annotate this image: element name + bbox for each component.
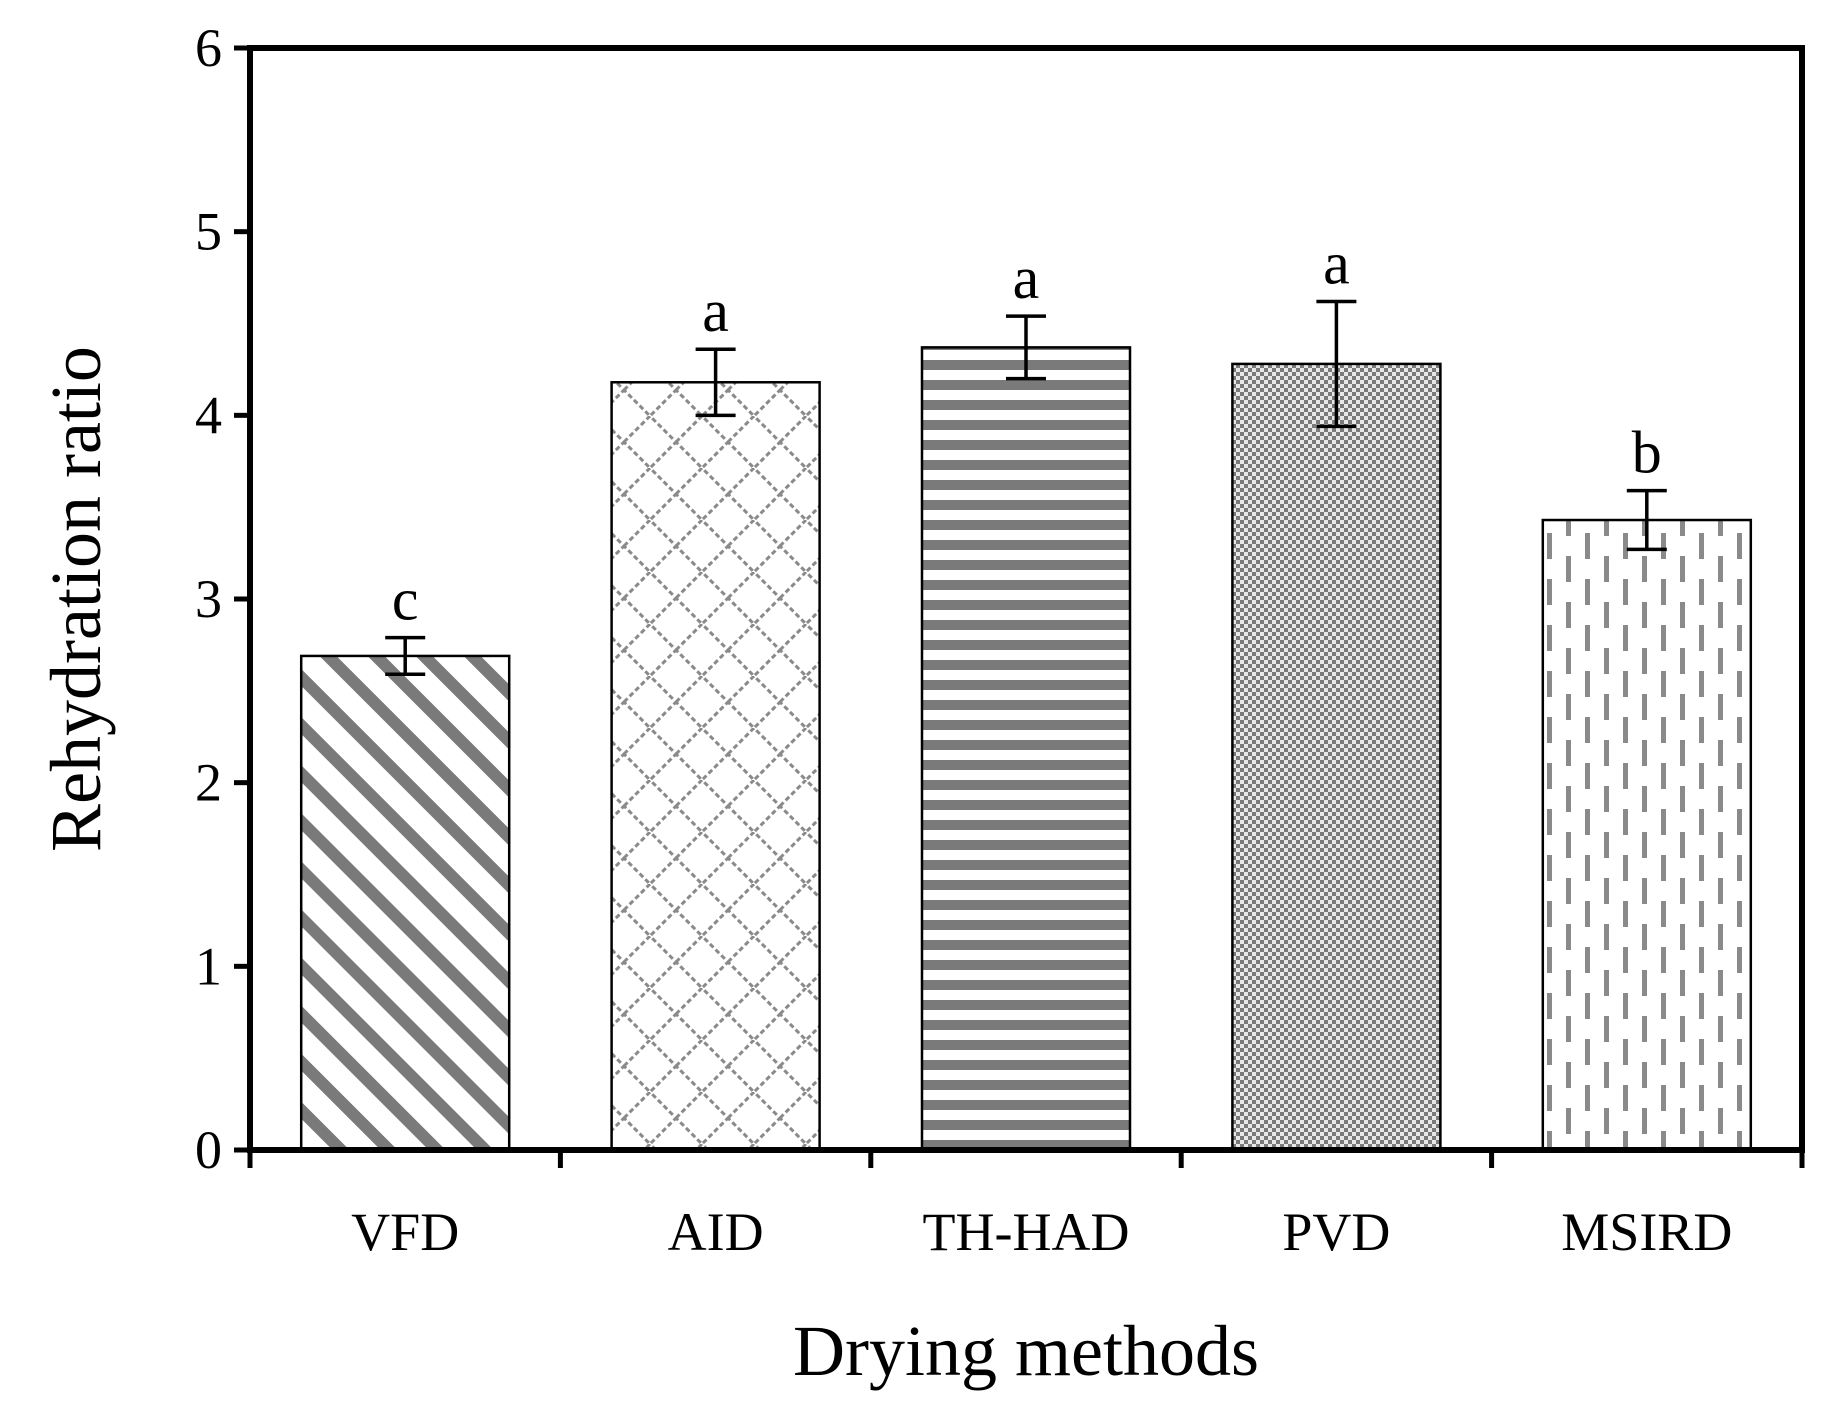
bar-msird bbox=[1541, 518, 1753, 1152]
x-tick-label: TH-HAD bbox=[923, 1202, 1130, 1262]
plot-frame bbox=[247, 45, 1805, 1153]
y-tick-label: 2 bbox=[195, 753, 222, 813]
x-tick-label: VFD bbox=[351, 1202, 459, 1262]
error-bars-layer bbox=[385, 299, 1667, 677]
y-tick-label: 6 bbox=[195, 18, 222, 78]
y-axis-title: Rehydration ratio bbox=[36, 346, 116, 852]
y-tick-label: 3 bbox=[195, 569, 222, 629]
bars-layer bbox=[299, 346, 1753, 1152]
significance-letter: a bbox=[1323, 230, 1350, 296]
y-axis-ticks: 0 1 2 3 4 5 6 bbox=[195, 18, 250, 1180]
y-tick-label: 0 bbox=[195, 1120, 222, 1180]
significance-letter: b bbox=[1632, 420, 1662, 486]
significance-letter: a bbox=[702, 278, 729, 344]
bar-th-had bbox=[920, 346, 1132, 1152]
y-tick-label: 4 bbox=[195, 385, 222, 445]
x-tick-label: MSIRD bbox=[1561, 1202, 1732, 1262]
y-tick-label: 1 bbox=[195, 936, 222, 996]
significance-letters-layer: c a a a b bbox=[392, 230, 1662, 632]
x-axis-title: Drying methods bbox=[793, 1311, 1259, 1391]
bar-pvd bbox=[1231, 362, 1442, 1152]
significance-letter: a bbox=[1013, 245, 1040, 311]
x-axis-ticks: VFD AID TH-HAD PVD MSIRD bbox=[247, 1150, 1805, 1262]
x-tick-label: PVD bbox=[1282, 1202, 1390, 1262]
bar-vfd bbox=[299, 654, 511, 1152]
y-tick-label: 5 bbox=[195, 202, 222, 262]
bar-aid bbox=[610, 381, 821, 1152]
significance-letter: c bbox=[392, 567, 419, 633]
x-tick-label: AID bbox=[668, 1202, 764, 1262]
